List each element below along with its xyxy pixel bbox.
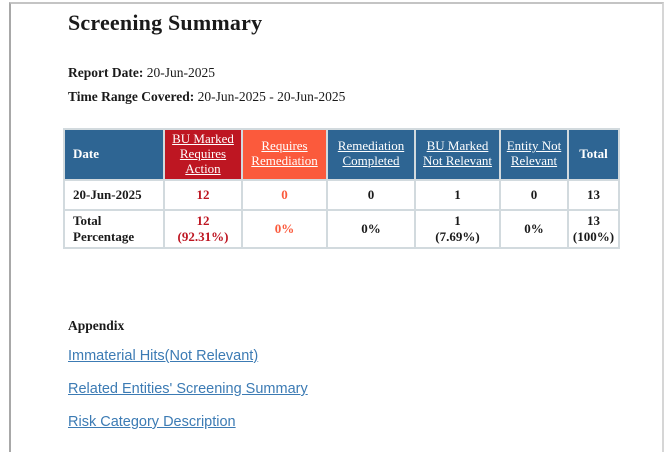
appendix-heading: Appendix: [68, 318, 125, 333]
cell-total-percentage-row-bu-marked-not-relevant: 1 (7.69%): [414, 208, 501, 250]
page-title: Screening Summary: [68, 10, 263, 35]
daily-row: 20-Jun-2025 12 0 0 1 0 13: [63, 178, 620, 211]
appendix-link-immaterial-hits-not-relevant[interactable]: Immaterial Hits(Not Relevant): [68, 348, 259, 364]
time-range-value: 20-Jun-2025 - 20-Jun-2025: [197, 89, 346, 104]
cell-daily-row-remediation-completed: 0: [326, 178, 416, 211]
table-header-row: Date BU Marked Requires Action Requires Re…: [63, 128, 620, 181]
report-date-line: Report Date: 20-Jun-2025: [68, 65, 215, 81]
appendix-links: Immaterial Hits(Not Relevant) Related Ent…: [68, 348, 308, 447]
time-range-label: Time Range Covered:: [68, 89, 195, 104]
cell-total-percentage-row-bu-marked-requires-action: 12 (92.31%): [163, 208, 243, 250]
report-date-value: 20-Jun-2025: [146, 65, 215, 80]
column-header-requires-remediation[interactable]: Requires Remediation: [241, 128, 328, 181]
cell-total-percentage-row-requires-remediation: 0%: [241, 208, 328, 250]
cell-total-percentage-row-remediation-completed: 0%: [326, 208, 416, 250]
column-header-remediation-completed[interactable]: Remediation Completed: [326, 128, 416, 181]
appendix-link-risk-category-description[interactable]: Risk Category Description: [68, 414, 236, 430]
column-header-date: Date: [63, 128, 165, 181]
report-date-label: Report Date:: [68, 65, 144, 80]
cell-daily-row-bu-marked-requires-action: 12: [163, 178, 243, 211]
cell-total-percentage-row-date: Total Percentage: [63, 208, 165, 250]
cell-daily-row-total: 13: [567, 178, 620, 211]
column-header-bu-marked-not-relevant[interactable]: BU Marked Not Relevant: [414, 128, 501, 181]
cell-total-percentage-row-total: 13 (100%): [567, 208, 620, 250]
appendix-link-related-entities-screening-summary[interactable]: Related Entities' Screening Summary: [68, 381, 308, 397]
screening-summary-table: Date BU Marked Requires Action Requires Re…: [63, 128, 620, 250]
column-header-entity-not-relevant[interactable]: Entity Not Relevant: [499, 128, 569, 181]
total-percentage-row: Total Percentage 12 (92.31%) 0% 0% 1 (7.69%)…: [63, 208, 620, 250]
column-header-bu-marked-requires-action[interactable]: BU Marked Requires Action: [163, 128, 243, 181]
cell-daily-row-entity-not-relevant: 0: [499, 178, 569, 211]
time-range-line: Time Range Covered: 20-Jun-2025 - 20-Jun…: [68, 89, 345, 105]
cell-daily-row-requires-remediation: 0: [241, 178, 328, 211]
cell-daily-row-bu-marked-not-relevant: 1: [414, 178, 501, 211]
cell-daily-row-date: 20-Jun-2025: [63, 178, 165, 211]
cell-total-percentage-row-entity-not-relevant: 0%: [499, 208, 569, 250]
report-page: Screening Summary Report Date: 20-Jun-20…: [9, 2, 664, 452]
column-header-total: Total: [567, 128, 620, 181]
